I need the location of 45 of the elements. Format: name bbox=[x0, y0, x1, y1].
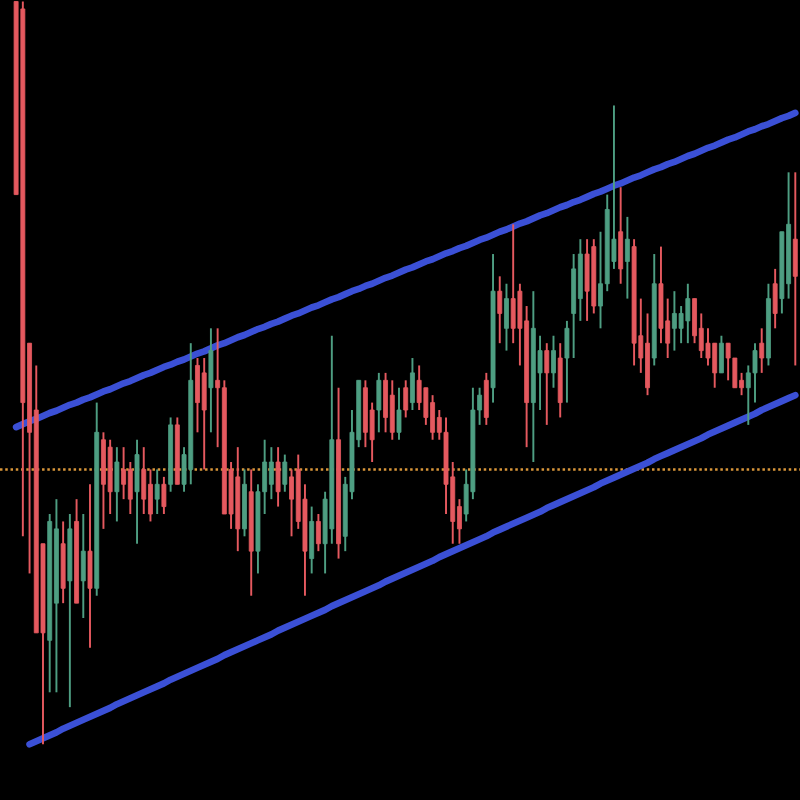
candlestick bbox=[537, 334, 543, 411]
candlestick bbox=[718, 334, 724, 374]
candlestick bbox=[396, 386, 402, 441]
candlestick bbox=[430, 394, 436, 441]
candlestick bbox=[416, 364, 422, 411]
candlestick bbox=[80, 513, 86, 619]
candlestick bbox=[403, 379, 409, 419]
candlestick bbox=[389, 379, 395, 441]
candlestick bbox=[410, 357, 415, 411]
candlestick bbox=[121, 446, 127, 501]
candlestick bbox=[671, 290, 677, 352]
candlestick bbox=[201, 357, 207, 471]
candlestick bbox=[376, 371, 382, 434]
candlestick bbox=[242, 468, 247, 538]
candlestick bbox=[315, 513, 321, 553]
candlestick bbox=[208, 327, 214, 434]
candlestick bbox=[154, 468, 160, 515]
candlestick bbox=[510, 223, 516, 345]
candlestick bbox=[557, 342, 563, 419]
candlestick bbox=[685, 282, 691, 345]
candlestick bbox=[275, 446, 281, 508]
candlestick bbox=[584, 238, 590, 322]
candlestick bbox=[282, 453, 288, 493]
candlestick bbox=[114, 446, 120, 523]
candlestick bbox=[483, 371, 489, 426]
candlestick bbox=[504, 282, 509, 352]
candlestick bbox=[289, 468, 294, 538]
candlestick bbox=[792, 171, 798, 367]
candlestick bbox=[161, 475, 167, 515]
candlestick bbox=[772, 267, 778, 330]
candlestick bbox=[134, 438, 140, 545]
candlestick bbox=[141, 446, 147, 515]
candlestick bbox=[383, 371, 388, 434]
candlestick bbox=[268, 446, 274, 501]
candlestick bbox=[87, 483, 93, 649]
candlestick bbox=[497, 275, 503, 345]
candlestick bbox=[618, 186, 624, 285]
candlestick bbox=[60, 520, 66, 605]
candlestick bbox=[624, 215, 630, 300]
candlestick bbox=[309, 505, 315, 575]
candlestick bbox=[725, 342, 731, 382]
candlestick bbox=[101, 431, 106, 530]
candlestick bbox=[551, 334, 556, 389]
candlestick bbox=[759, 327, 765, 374]
candlestick bbox=[544, 342, 550, 426]
